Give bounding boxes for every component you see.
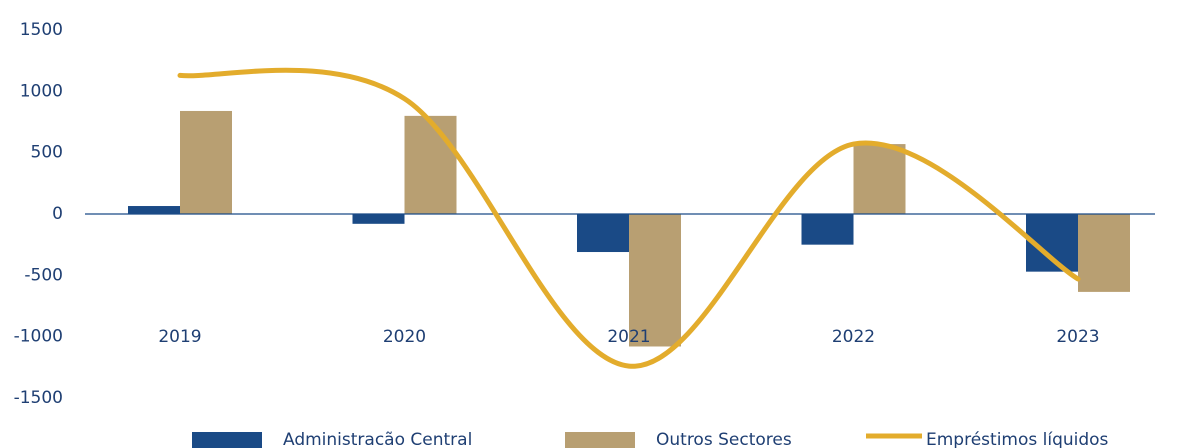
bar [1078,214,1130,292]
bar [128,206,180,214]
x-tick-label: 2019 [158,327,201,347]
bar [577,214,629,253]
y-tick-label: 0 [52,204,63,224]
legend-label: Empréstimos líquidos [926,430,1109,448]
legend-label: Administracão Central [283,430,472,448]
bar [801,214,854,245]
y-tick-label: -500 [24,265,63,285]
y-tick-label: 500 [31,143,63,163]
y-tick-label: -1000 [14,327,63,347]
x-tick-label: 2020 [383,327,426,347]
x-tick-label: 2021 [607,327,650,347]
x-tick-label: 2022 [832,327,875,347]
y-tick-label: 1000 [20,81,63,101]
bar [180,110,232,214]
legend-swatch [192,432,262,448]
bar [404,115,457,214]
legend-swatch [565,432,635,448]
y-tick-label: -1500 [14,388,63,408]
bar [853,144,906,214]
x-tick-label: 2023 [1056,327,1099,347]
legend-label: Outros Sectores [656,430,792,448]
line [177,67,1081,369]
bar [629,214,681,347]
bar [352,214,405,224]
y-tick-label: 1500 [20,20,63,40]
